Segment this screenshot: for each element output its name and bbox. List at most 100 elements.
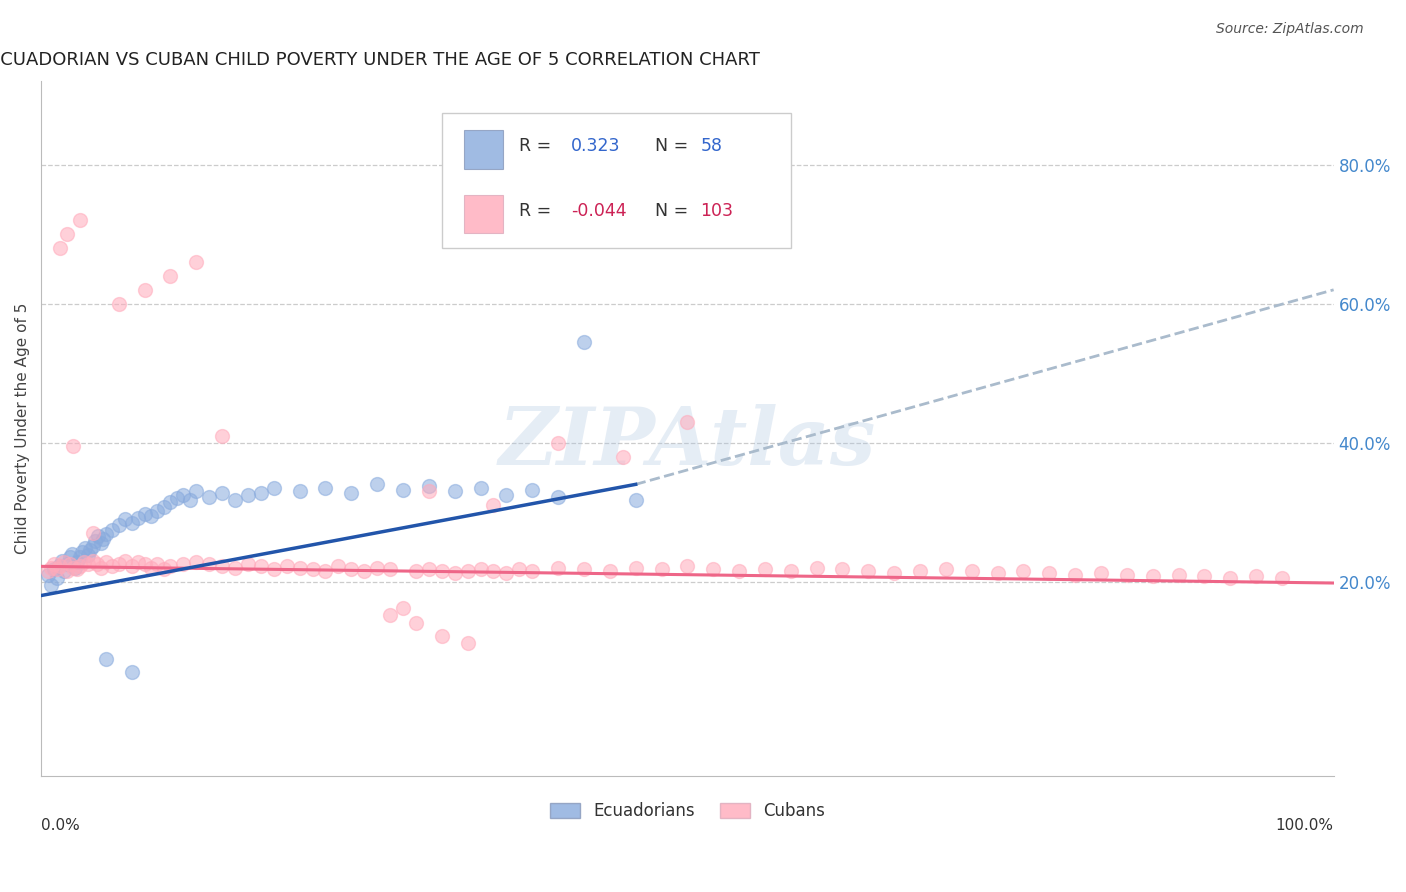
Text: 0.323: 0.323 xyxy=(571,137,620,155)
Point xyxy=(87,529,110,543)
Point xyxy=(392,483,415,497)
Point xyxy=(378,562,401,576)
Point xyxy=(90,536,112,550)
Point xyxy=(53,564,76,578)
Point xyxy=(366,477,388,491)
Point xyxy=(612,450,634,464)
Point xyxy=(430,629,453,643)
Point xyxy=(45,562,67,576)
Point xyxy=(288,560,311,574)
Point xyxy=(470,481,492,495)
Point xyxy=(378,607,401,622)
Point xyxy=(82,554,104,568)
Point xyxy=(418,484,440,499)
Point xyxy=(79,543,101,558)
Point xyxy=(72,545,94,559)
Point xyxy=(58,550,80,565)
Point xyxy=(134,558,156,572)
Point xyxy=(1271,571,1294,585)
Point xyxy=(263,481,285,495)
Point xyxy=(69,550,91,565)
Point xyxy=(1142,569,1164,583)
Point xyxy=(340,562,363,576)
FancyBboxPatch shape xyxy=(464,130,502,169)
Point xyxy=(495,488,517,502)
Point xyxy=(236,488,259,502)
Point xyxy=(66,555,89,569)
Point xyxy=(69,559,91,574)
Text: R =: R = xyxy=(519,202,551,219)
Point xyxy=(166,491,188,506)
Point xyxy=(107,558,129,572)
Point xyxy=(624,492,647,507)
Point xyxy=(754,562,776,576)
Point xyxy=(211,559,233,574)
Point xyxy=(236,558,259,572)
Point xyxy=(1219,571,1241,585)
Point xyxy=(73,541,96,556)
Point xyxy=(41,560,63,574)
Point xyxy=(1038,566,1060,581)
Point xyxy=(211,485,233,500)
Point xyxy=(443,566,465,581)
Text: -0.044: -0.044 xyxy=(571,202,627,219)
Text: N =: N = xyxy=(655,137,689,155)
Point xyxy=(41,578,63,592)
Point xyxy=(522,483,544,497)
Point xyxy=(482,498,505,512)
Legend: Ecuadorians, Cubans: Ecuadorians, Cubans xyxy=(543,796,831,827)
Point xyxy=(146,504,169,518)
Point xyxy=(121,516,143,530)
Point xyxy=(883,566,905,581)
Point xyxy=(624,560,647,574)
Point xyxy=(63,560,86,574)
Point xyxy=(60,547,83,561)
Point xyxy=(159,559,181,574)
Point xyxy=(250,485,273,500)
Point xyxy=(547,560,569,574)
Point xyxy=(114,512,136,526)
Point xyxy=(56,558,79,572)
Point xyxy=(276,559,298,574)
Point xyxy=(49,241,72,255)
Point xyxy=(94,527,117,541)
Point xyxy=(301,562,323,576)
Point xyxy=(288,484,311,499)
Point xyxy=(127,510,149,524)
Point xyxy=(547,435,569,450)
Text: R =: R = xyxy=(519,137,551,155)
Point xyxy=(90,560,112,574)
Point xyxy=(908,564,931,578)
Point xyxy=(1194,569,1216,583)
Point xyxy=(134,283,156,297)
Point xyxy=(366,560,388,574)
Text: 0.0%: 0.0% xyxy=(41,818,80,833)
Point xyxy=(66,562,89,576)
Point xyxy=(1090,566,1112,581)
Point xyxy=(728,564,751,578)
Point xyxy=(84,534,107,549)
Point xyxy=(186,255,208,269)
Point xyxy=(76,548,98,562)
Point xyxy=(676,559,699,574)
Point xyxy=(340,485,363,500)
Point xyxy=(935,562,957,576)
Point xyxy=(69,213,91,227)
Point xyxy=(392,601,415,615)
Point xyxy=(62,439,84,453)
Point xyxy=(127,555,149,569)
Point xyxy=(62,560,84,574)
Text: ZIPAtlas: ZIPAtlas xyxy=(499,404,876,482)
Point xyxy=(676,415,699,429)
FancyBboxPatch shape xyxy=(464,194,502,233)
Y-axis label: Child Poverty Under the Age of 5: Child Poverty Under the Age of 5 xyxy=(15,303,30,555)
FancyBboxPatch shape xyxy=(441,112,790,248)
Point xyxy=(960,564,983,578)
Point xyxy=(153,562,176,576)
Point xyxy=(482,564,505,578)
Point xyxy=(1244,569,1267,583)
Point xyxy=(101,523,124,537)
Point xyxy=(779,564,801,578)
Point xyxy=(53,555,76,569)
Point xyxy=(457,564,479,578)
